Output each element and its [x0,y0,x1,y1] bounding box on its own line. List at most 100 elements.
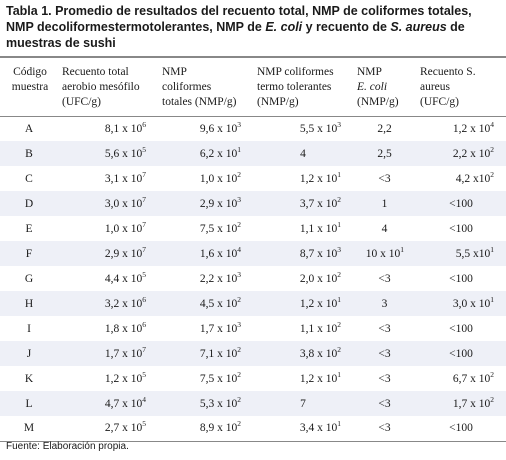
value-base: 1,1 x 10 [299,322,338,335]
cell-saureus: <100 [416,191,506,216]
cell-ecoli: <3 [353,416,416,441]
value-base: 1,8 x 10 [104,322,143,335]
value-base: 2,7 x 10 [104,422,143,435]
cell-coliformes-termo: 1,1 x 101 [253,216,353,241]
cell-coliformes-totales: 4,5 x 102 [158,291,253,316]
value-exponent: 7 [142,194,146,204]
value-exponent: 3 [337,244,341,254]
cell-saureus: <100 [416,316,506,341]
cell-ecoli: 10 x 101 [353,241,416,266]
value-base: 4,5 x 10 [199,297,238,310]
cell-saureus: 6,7 x 102 [416,366,506,391]
value-base: 5,3 x 10 [199,397,238,410]
cell-ecoli: 4 [353,216,416,241]
value-base: 2,0 x 10 [299,272,338,285]
header-ecoli-line2: E. coli [357,81,388,93]
cell-coliformes-totales: 7,5 x 102 [158,366,253,391]
header-coliformes-termo: NMP coliformes termo tolerantes (NMP/g) [257,66,334,108]
cell-coliformes-totales: 5,3 x 102 [158,391,253,416]
value-base: 1,2 x 10 [104,372,143,385]
cell-coliformes-totales: 1,7 x 103 [158,316,253,341]
cell-saureus: 1,2 x 104 [416,116,506,141]
value-exponent: 4 [490,119,494,129]
cell-coliformes-totales: 7,1 x 102 [158,341,253,366]
value-base: 4 [381,222,388,235]
value-exponent: 2 [490,394,494,404]
header-ecoli: NMP E. coli (NMP/g) [353,57,416,116]
header-codigo: Código muestra [11,66,49,93]
cell-codigo: J [26,347,32,360]
value-base: 8,1 x 10 [104,122,143,135]
cell-codigo: K [24,372,34,385]
cell-coliformes-termo: 2,0 x 102 [253,266,353,291]
value-exponent: 7 [142,219,146,229]
value-base: 2,5 [377,147,392,160]
table-row: B 5,6 x 105 6,2 x 101 4 2,5 2,2 x 102 [0,141,506,166]
value-base: 5,6 x 10 [104,147,143,160]
value-base: 1,1 x 10 [299,222,338,235]
cell-saureus: 3,0 x 101 [416,291,506,316]
value-base: 6,7 x 10 [452,372,491,385]
value-base: 6,2 x 10 [199,147,238,160]
table-row: L 4,7 x 104 5,3 x 102 7 <3 1,7 x 102 [0,391,506,416]
cell-ecoli: <3 [353,341,416,366]
cell-coliformes-totales: 8,9 x 102 [158,416,253,441]
cell-coliformes-termo: 7 [253,391,353,416]
value-exponent: 1 [337,294,341,304]
value-base: 7,5 x 10 [199,372,238,385]
cell-saureus: <100 [416,341,506,366]
value-base: 3 [381,297,388,310]
value-exponent: 1 [237,144,241,154]
cell-recuento-total: 3,1 x 107 [58,166,158,191]
table-row: I 1,8 x 106 1,7 x 103 1,1 x 102 <3 <100 [0,316,506,341]
value-exponent: 5 [142,369,146,379]
value-base: <3 [378,372,391,385]
cell-ecoli: <3 [353,391,416,416]
value-base: 3,0 x 10 [452,297,491,310]
value-exponent: 3 [237,194,241,204]
value-base: <3 [378,322,391,335]
cell-coliformes-totales: 7,5 x 102 [158,216,253,241]
value-base: 4 [300,147,306,160]
cell-recuento-total: 3,0 x 107 [58,191,158,216]
value-base: 7,1 x 10 [199,347,238,360]
value-exponent: 2 [237,419,241,429]
value-exponent: 1 [490,294,494,304]
cell-codigo: M [23,422,35,435]
value-exponent: 2 [237,219,241,229]
value-base: 1,0 x 10 [199,172,238,185]
caption-ecoli: E. coli [265,20,303,34]
value-base: 1,6 x 10 [199,247,238,260]
caption-text-1: Tabla 1. Promedio de resultados del recu… [6,4,472,34]
cell-codigo: E [25,222,33,235]
value-exponent: 2 [490,144,494,154]
header-saureus: Recuento S. aureus (UFC/g) [420,66,476,108]
cell-recuento-total: 5,6 x 105 [58,141,158,166]
cell-saureus: <100 [416,216,506,241]
value-exponent: 6 [142,119,146,129]
value-base: 4,7 x 10 [104,397,143,410]
value-exponent: 2 [490,169,494,179]
value-exponent: 3 [237,119,241,129]
cell-codigo: B [25,147,33,160]
value-exponent: 7 [142,169,146,179]
value-base: <100 [449,197,473,210]
value-base: 1,2 x 10 [299,172,338,185]
cell-ecoli: <3 [353,266,416,291]
value-exponent: 2 [237,369,241,379]
value-exponent: 4 [142,394,146,404]
cell-coliformes-termo: 1,2 x 101 [253,291,353,316]
table-row: K 1,2 x 105 7,5 x 102 1,2 x 101 <3 6,7 x 102 [0,366,506,391]
cell-recuento-total: 1,0 x 107 [58,216,158,241]
cell-codigo: I [27,322,31,335]
cell-recuento-total: 2,9 x 107 [58,241,158,266]
cell-codigo: H [24,297,34,310]
value-base: 2,2 [377,122,392,135]
cell-saureus: 2,2 x 102 [416,141,506,166]
value-exponent: 1 [400,244,404,254]
cell-codigo: A [24,122,34,135]
value-exponent: 2 [237,169,241,179]
cell-coliformes-termo: 3,4 x 101 [253,416,353,441]
value-base: 1,2 x 10 [452,122,491,135]
value-exponent: 1 [337,369,341,379]
